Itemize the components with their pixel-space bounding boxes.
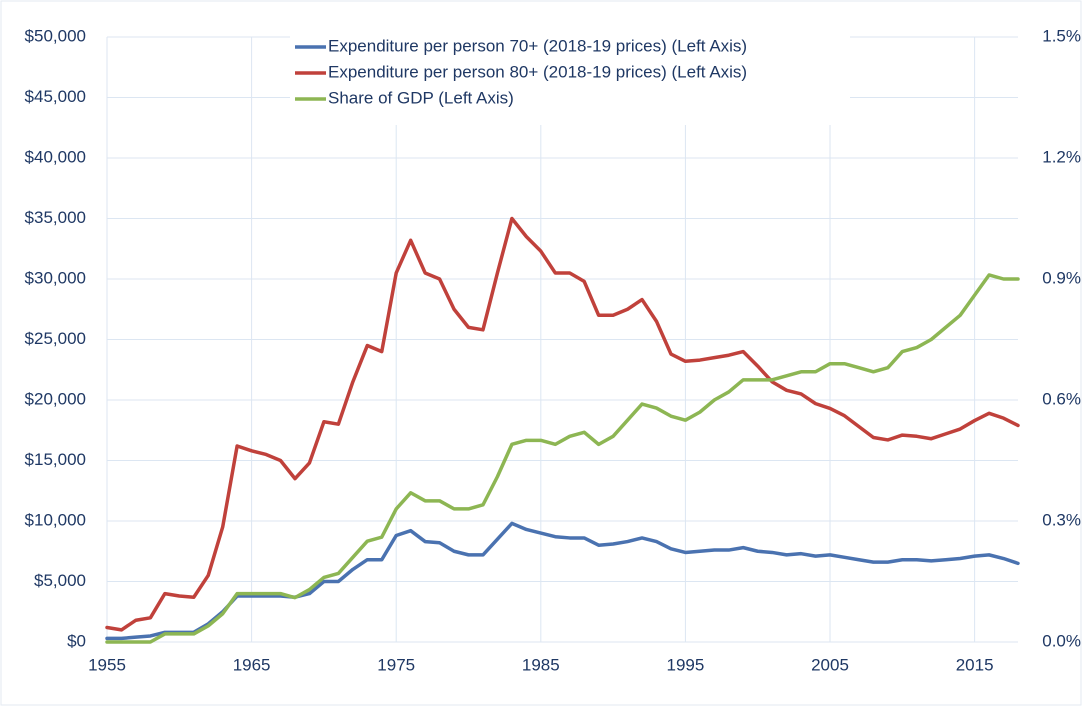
y2-tick-label: 0.6% <box>1042 389 1081 408</box>
x-tick-label: 2005 <box>811 655 849 674</box>
y-tick-label: $10,000 <box>25 510 86 529</box>
y2-tick-label: 0.9% <box>1042 268 1081 287</box>
legend-background <box>290 33 850 125</box>
grid: $0 $5,000 $10,000 $15,000 $20,000 $25,000 $30,… <box>25 26 1081 674</box>
y-tick-label: $50,000 <box>25 26 86 45</box>
y-tick-label: $45,000 <box>25 87 86 106</box>
y-tick-label: $20,000 <box>25 389 86 408</box>
x-tick-label: 1985 <box>522 655 560 674</box>
plot-area <box>105 216 1020 644</box>
y-tick-label: $25,000 <box>25 329 86 348</box>
y-tick-label: $15,000 <box>25 450 86 469</box>
y-tick-label: $30,000 <box>25 268 86 287</box>
y-tick-label: $40,000 <box>25 147 86 166</box>
y2-tick-label: 1.5% <box>1042 26 1081 45</box>
x-tick-label: 1975 <box>377 655 415 674</box>
y-tick-label: $5,000 <box>34 571 86 590</box>
legend-label: Share of GDP (Left Axis) <box>328 88 514 107</box>
x-tick-label: 1965 <box>233 655 271 674</box>
legend-label: Expenditure per person 70+ (2018-19 pric… <box>328 36 747 55</box>
x-tick-label: 1995 <box>666 655 704 674</box>
series-line <box>105 273 1020 644</box>
y2-tick-label: 1.2% <box>1042 147 1081 166</box>
y-tick-label: $35,000 <box>25 208 86 227</box>
series-line <box>105 216 1020 632</box>
legend: Expenditure per person 70+ (2018-19 pric… <box>290 33 850 125</box>
x-tick-label: 1955 <box>88 655 126 674</box>
series-line <box>105 521 1020 641</box>
y2-tick-label: 0.0% <box>1042 631 1081 650</box>
x-tick-label: 2015 <box>956 655 994 674</box>
y2-tick-label: 0.3% <box>1042 510 1081 529</box>
legend-label: Expenditure per person 80+ (2018-19 pric… <box>328 62 747 81</box>
y-tick-label: $0 <box>67 631 86 650</box>
